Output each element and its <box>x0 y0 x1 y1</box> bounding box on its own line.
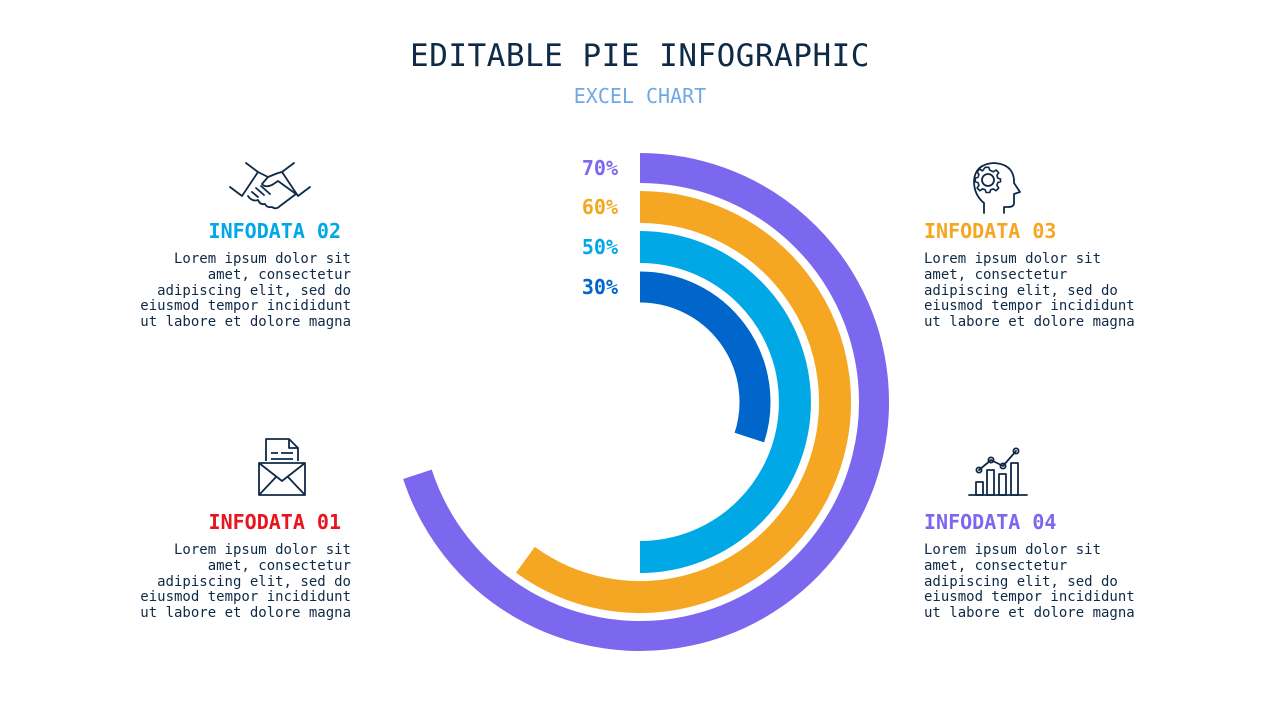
infodata-02-block: INFODATA 02 Lorem ipsum dolor sit amet, … <box>121 155 351 335</box>
ring-label-30: 30% <box>581 275 618 299</box>
handshake-icon <box>228 160 312 216</box>
infodata-03-text: Lorem ipsum dolor sit amet, consectetur … <box>924 251 1135 331</box>
bar-chart-icon <box>967 446 1029 502</box>
ring-arc-50 <box>639 231 811 573</box>
ring-arc-60 <box>516 191 851 613</box>
page-subtitle: EXCEL CHART <box>573 84 707 108</box>
head-gear-icon <box>970 161 1030 221</box>
infodata-03-block: INFODATA 03 Lorem ipsum dolor sit amet, … <box>924 155 1154 335</box>
infodata-02-text: Lorem ipsum dolor sit amet, consectetur … <box>140 251 351 331</box>
ring-arc-70 <box>403 153 889 651</box>
infodata-02-heading: INFODATA 02 <box>208 219 341 243</box>
page-title: EDITABLE PIE INFOGRAPHIC <box>410 38 870 74</box>
ring-label-60: 60% <box>581 195 618 219</box>
envelope-icon <box>257 437 307 501</box>
ring-label-50: 50% <box>581 235 618 259</box>
infodata-04-block: INFODATA 04 Lorem ipsum dolor sit amet, … <box>924 435 1154 625</box>
infodata-01-text: Lorem ipsum dolor sit amet, consectetur … <box>140 542 351 622</box>
infodata-01-heading: INFODATA 01 <box>208 510 341 534</box>
ring-label-70: 70% <box>581 156 618 180</box>
infodata-03-heading: INFODATA 03 <box>924 219 1057 243</box>
ring-arc-30 <box>639 271 771 443</box>
infodata-01-block: INFODATA 01 Lorem ipsum dolor sit amet, … <box>121 435 351 625</box>
infodata-04-text: Lorem ipsum dolor sit amet, consectetur … <box>924 542 1135 622</box>
infodata-04-heading: INFODATA 04 <box>924 510 1057 534</box>
